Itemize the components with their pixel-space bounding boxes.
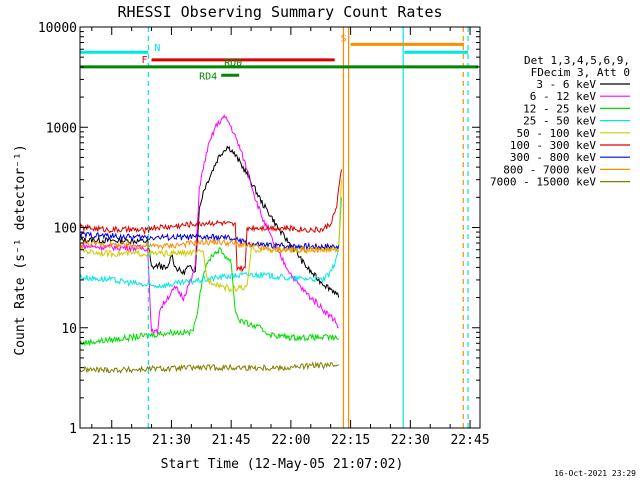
legend-label-1: 6 - 12 keV (530, 90, 597, 103)
legend-header-1: FDecim 3, Att 0 (531, 66, 630, 79)
legend-label-0: 3 - 6 keV (536, 78, 596, 91)
legend-label-2: 12 - 25 keV (523, 102, 596, 115)
series-line-2 (79, 247, 340, 347)
legend-label-5: 100 - 300 keV (510, 139, 596, 152)
y-tick-label-3: 1000 (46, 121, 77, 136)
x-tick-label-0: 21:15 (92, 433, 131, 448)
legend-label-7: 800 - 7000 keV (503, 163, 596, 176)
series-line-3 (79, 197, 342, 289)
annotation-rd4: RD4 (199, 71, 217, 82)
annotation-f: F (142, 55, 148, 66)
series-line-4 (79, 179, 342, 294)
annotation-rd0: RD0 (224, 58, 242, 69)
annotation-n: N (154, 43, 160, 54)
legend-label-8: 7000 - 15000 keV (490, 176, 596, 189)
legend-label-3: 25 - 50 keV (523, 115, 596, 128)
footer-date: 16-Oct-2021 23:29 (554, 469, 636, 478)
y-tick-label-0: 1 (69, 422, 77, 437)
y-axis-label: Count Rate (s⁻¹ detector⁻¹) (13, 144, 28, 355)
annotation-s: S (341, 33, 347, 44)
x-tick-label-2: 21:45 (212, 433, 251, 448)
x-tick-label-5: 22:30 (391, 433, 430, 448)
x-axis-label: Start Time (12-May-05 21:07:02) (161, 457, 404, 472)
series-line-8 (79, 361, 340, 375)
x-tick-label-6: 22:45 (450, 433, 489, 448)
series-line-1 (79, 114, 339, 336)
y-tick-label-2: 100 (54, 222, 77, 237)
chart-title: RHESSI Observing Summary Count Rates (117, 3, 442, 21)
legend-label-4: 50 - 100 keV (517, 127, 597, 140)
series-line-6 (79, 231, 340, 251)
plot-frame (79, 26, 481, 429)
legend-label-6: 300 - 800 keV (510, 151, 596, 164)
y-tick-label-1: 10 (61, 322, 77, 337)
x-tick-label-4: 22:15 (331, 433, 370, 448)
x-tick-label-1: 21:30 (152, 433, 191, 448)
y-tick-label-4: 10000 (38, 21, 77, 36)
legend-header-0: Det 1,3,4,5,6,9, (524, 54, 630, 67)
series-line-7 (79, 237, 340, 255)
x-tick-label-3: 22:00 (271, 433, 310, 448)
series-line-5 (79, 169, 342, 273)
